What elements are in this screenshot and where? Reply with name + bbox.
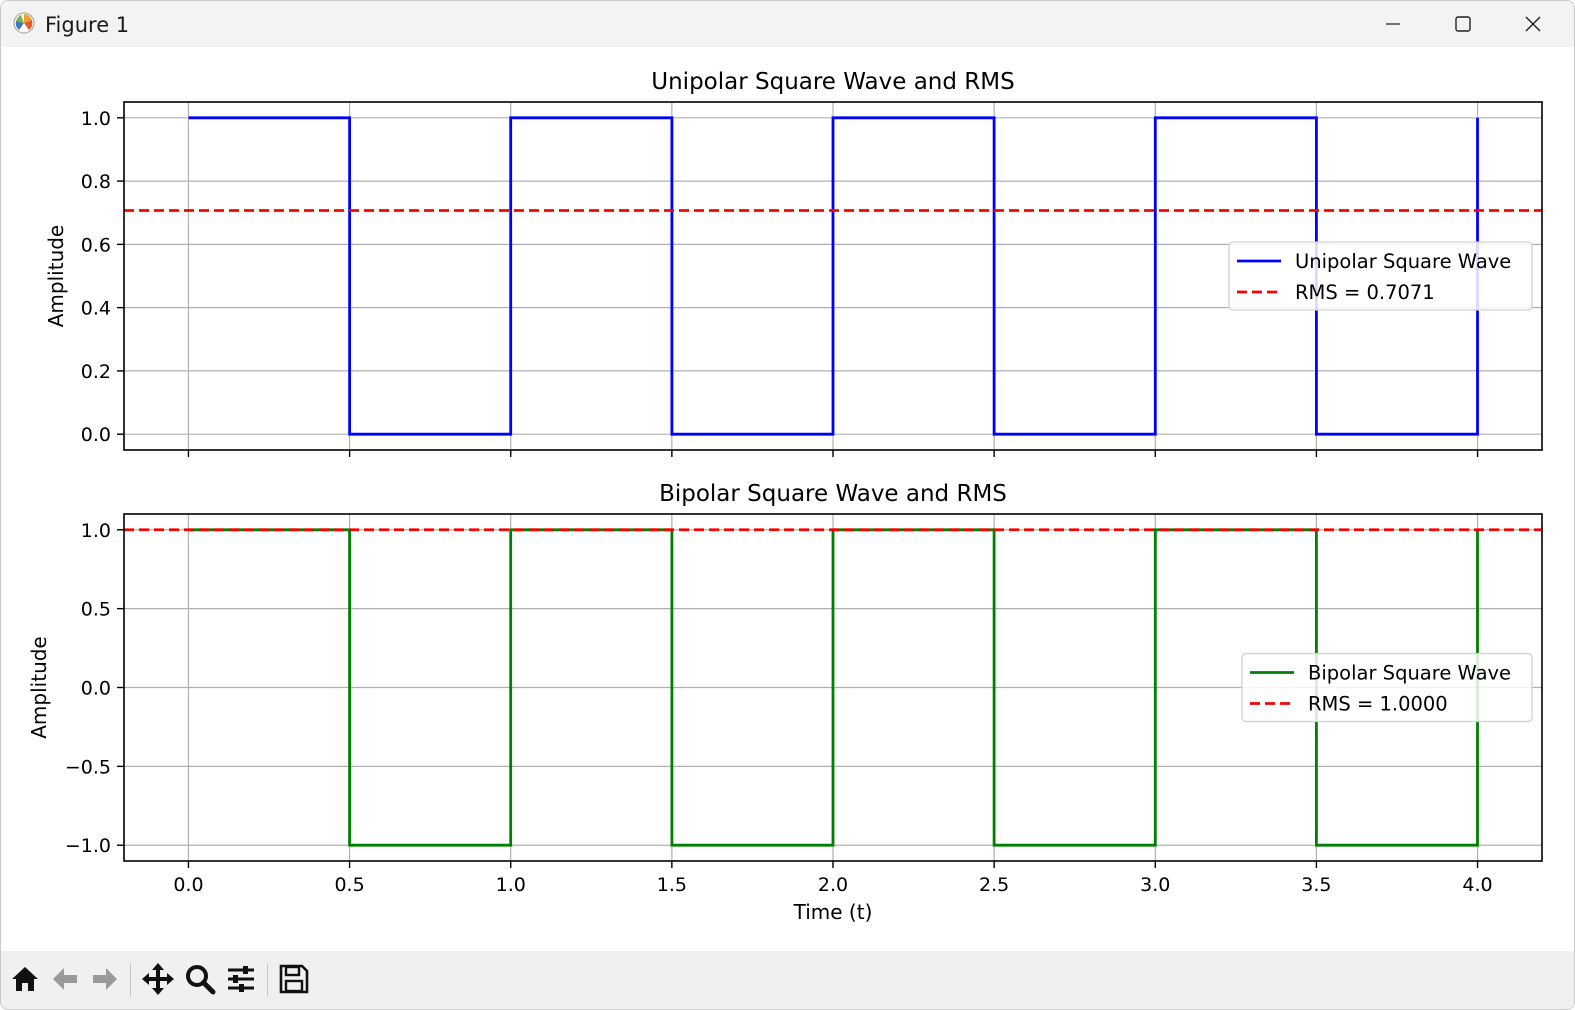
home-icon (12, 967, 38, 991)
y-tick-label: 0.2 (81, 361, 111, 383)
figure-svg: 0.0 0.2 0.4 0.6 0.8 1.0 Unipolar Square Wave a… (27, 69, 1543, 924)
y-axis-label: Amplitude (44, 225, 68, 328)
back-button[interactable] (45, 959, 85, 999)
x-tick-label: 2.5 (979, 874, 1009, 896)
forward-button[interactable] (85, 959, 125, 999)
toolbar-separator (267, 963, 268, 997)
x-tick-label: 3.0 (1140, 874, 1170, 896)
x-tick-label: 0.0 (173, 874, 203, 896)
close-icon (1525, 16, 1541, 32)
navigation-toolbar (1, 951, 1574, 1009)
subplot-title: Unipolar Square Wave and RMS (651, 69, 1014, 95)
legend-label: RMS = 1.0000 (1308, 693, 1448, 716)
square-wave-line (188, 116, 1479, 436)
title-bar[interactable]: Figure 1 (1, 1, 1574, 47)
x-tick-label: 1.5 (657, 874, 687, 896)
x-tick-label: 1.0 (496, 874, 526, 896)
configure-subplots-button[interactable] (221, 959, 261, 999)
subplot-2: 0.0 0.5 1.0 1.5 2.0 2.5 3.0 3.5 4.0 −1.0 −0.5 0.0 0.… (27, 481, 1543, 924)
plot-series (124, 528, 1542, 847)
x-axis-label: Time (t) (793, 900, 873, 924)
legend-box (1241, 652, 1533, 723)
y-tick-label: 0.8 (81, 171, 111, 193)
forward-icon (93, 968, 117, 990)
legend: Bipolar Square Wave RMS = 1.0000 (1241, 652, 1533, 723)
zoom-icon (186, 965, 216, 995)
toolbar-separator (130, 963, 131, 997)
y-tick-label: 0.4 (81, 298, 111, 320)
y-tick-label: −1.0 (65, 835, 111, 857)
legend-label: Bipolar Square Wave (1308, 662, 1511, 685)
window-title: Figure 1 (45, 13, 130, 37)
plot-series (124, 116, 1542, 436)
pan-button[interactable] (138, 959, 178, 999)
x-tick-label: 0.5 (334, 874, 364, 896)
x-tick-label: 2.0 (818, 874, 848, 896)
minimize-button[interactable] (1358, 1, 1428, 47)
x-tick-label: 3.5 (1301, 874, 1331, 896)
x-tick-label: 4.0 (1462, 874, 1492, 896)
y-tick-label: 1.0 (81, 108, 111, 130)
subplot-1: 0.0 0.2 0.4 0.6 0.8 1.0 Unipolar Square Wave a… (44, 69, 1543, 457)
y-tick-label: 0.0 (81, 678, 111, 700)
y-tick-label: 1.0 (81, 520, 111, 542)
back-icon (53, 968, 77, 990)
maximize-icon (1455, 16, 1471, 32)
matplotlib-logo-icon (13, 12, 35, 34)
legend-label: RMS = 0.7071 (1295, 281, 1435, 304)
y-tick-label: 0.5 (81, 599, 111, 621)
y-tick-label: −0.5 (65, 756, 111, 778)
figure-canvas[interactable]: 0.0 0.2 0.4 0.6 0.8 1.0 Unipolar Square Wave a… (1, 47, 1574, 951)
configure-subplots-icon (228, 966, 254, 992)
close-button[interactable] (1498, 1, 1568, 47)
home-button[interactable] (5, 959, 45, 999)
y-axis-label: Amplitude (27, 636, 51, 739)
save-icon (279, 964, 309, 994)
legend: Unipolar Square Wave RMS = 0.7071 (1228, 241, 1533, 311)
maximize-button[interactable] (1428, 1, 1498, 47)
save-button[interactable] (274, 959, 314, 999)
legend-box (1228, 241, 1533, 311)
subplot-title: Bipolar Square Wave and RMS (659, 481, 1007, 507)
minimize-icon (1386, 23, 1400, 25)
zoom-button[interactable] (180, 959, 220, 999)
y-tick-label: 0.6 (81, 234, 111, 256)
pan-icon (142, 963, 174, 995)
y-tick-label: 0.0 (81, 424, 111, 446)
legend-label: Unipolar Square Wave (1295, 250, 1511, 273)
